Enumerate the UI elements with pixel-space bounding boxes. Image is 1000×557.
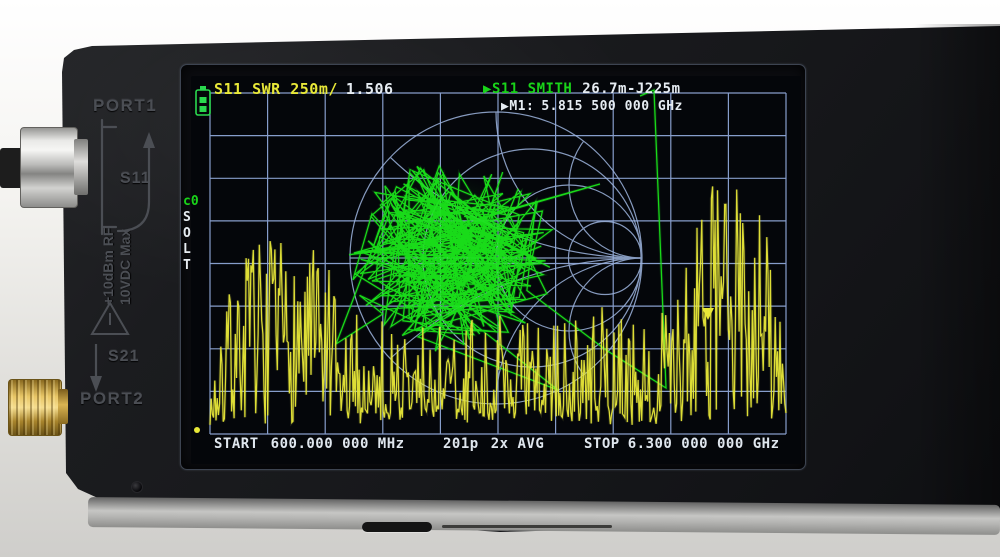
trace2-value: 26.7m-J225m (582, 81, 681, 97)
trace2-legend[interactable]: S11 SMITH (491, 81, 573, 97)
vdc-max-label: 10VDC Max (117, 228, 133, 305)
cal-flag-o: O (183, 226, 191, 241)
case-screw (131, 481, 143, 493)
lcd-touchscreen[interactable] (191, 76, 801, 464)
bottom-groove (442, 525, 612, 528)
start-label[interactable]: START (214, 436, 259, 452)
cal-status-c0: c0 (183, 194, 199, 209)
port2-label: PORT2 (80, 389, 145, 408)
device-right-shadow (915, 24, 1000, 522)
stop-label[interactable]: STOP (584, 436, 620, 452)
active-trace-pointer-icon: ▶ (483, 81, 492, 97)
cal-flag-t: T (183, 258, 191, 273)
marker-frequency: 5.815 500 000 GHz (541, 99, 683, 114)
averaging-indicator: 2x AVG (490, 436, 545, 452)
start-frequency: 600.000 000 MHz (270, 436, 405, 452)
cal-flag-s: S (183, 210, 191, 225)
rf-max-label: +10dBm RF (100, 227, 116, 305)
port1-sma-connector (20, 127, 78, 208)
trace1-legend[interactable]: S11 SWR 250m/ (214, 80, 338, 98)
stop-frequency: 6.300 000 000 GHz (627, 436, 780, 452)
usb-port-slot (362, 522, 432, 532)
trace1-value: 1.506 (345, 80, 394, 98)
port1-sma-barrel (74, 139, 88, 195)
marker-name[interactable]: M1: (509, 99, 535, 114)
port2-sma-connector (8, 379, 62, 436)
cal-flag-l: L (183, 242, 191, 257)
ratings-label: +10dBm RF 10VDC Max (100, 193, 134, 305)
s21-label: S21 (108, 348, 140, 365)
port2-sma-collar (58, 389, 68, 424)
sweep-points: 201p (443, 436, 479, 452)
s11-label: S11 (120, 170, 151, 187)
port1-label: PORT1 (93, 96, 158, 115)
